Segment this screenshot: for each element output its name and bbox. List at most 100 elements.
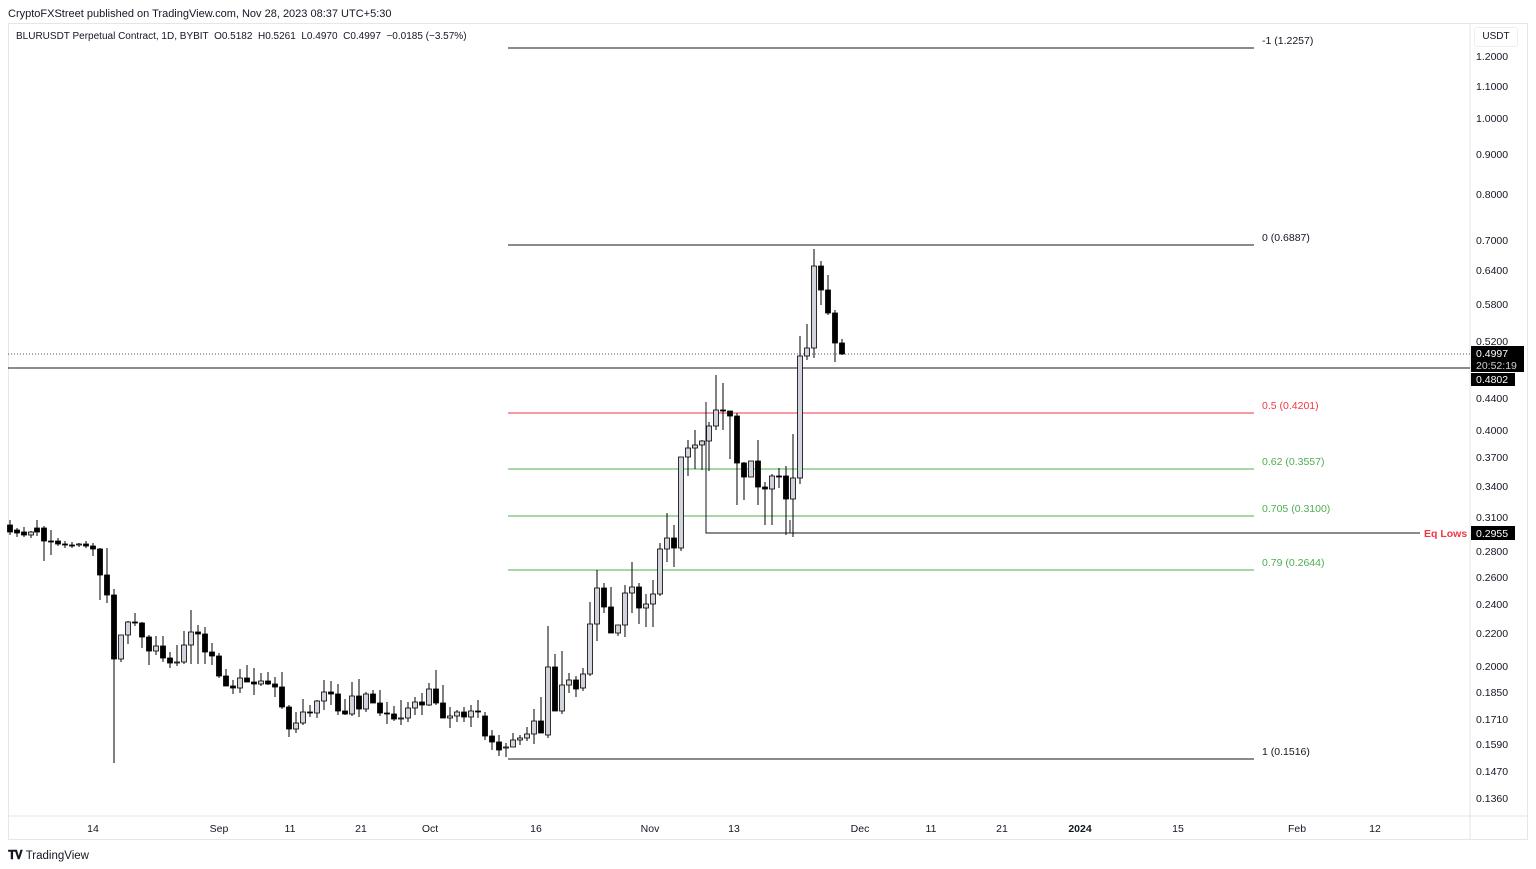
candle-up[interactable] <box>174 661 180 664</box>
candle-down[interactable] <box>195 631 201 635</box>
candle-down[interactable] <box>62 543 68 546</box>
candle-down[interactable] <box>839 342 845 355</box>
candle-up[interactable] <box>566 679 572 686</box>
candle-down[interactable] <box>223 675 229 687</box>
candle-down[interactable] <box>489 735 495 743</box>
candle-up[interactable] <box>510 739 516 748</box>
candle-down[interactable] <box>279 686 285 708</box>
candle-up[interactable] <box>412 701 418 709</box>
candle-down[interactable] <box>762 486 768 490</box>
candle-up[interactable] <box>580 673 586 689</box>
candle-down[interactable] <box>41 527 47 542</box>
candle-up[interactable] <box>706 425 712 442</box>
candle-down[interactable] <box>573 679 579 690</box>
candle-down[interactable] <box>818 265 824 291</box>
candle-down[interactable] <box>601 587 607 608</box>
candle-up[interactable] <box>118 634 124 660</box>
candle-up[interactable] <box>76 543 82 546</box>
time-axis[interactable]: 14 Sep 11 21 Oct 16 Nov 13 Dec 11 21 2024 15 Feb 12 <box>87 823 1381 835</box>
candle-up[interactable] <box>258 680 264 685</box>
fibonacci-extension[interactable]: -1 (1.2257) 0 (0.6887) 0.5 (0.4201) 0.62 (0… <box>508 35 1330 760</box>
candle-up[interactable] <box>237 677 243 689</box>
price-axis[interactable]: 1.2000 1.1000 1.0000 0.9000 0.8000 0.7000 0.64… <box>1476 51 1508 805</box>
candle-down[interactable] <box>496 741 502 751</box>
candle-down[interactable] <box>391 713 397 720</box>
candle-up[interactable] <box>811 265 817 349</box>
candle-down[interactable] <box>265 680 271 685</box>
candle-down[interactable] <box>720 409 726 412</box>
candle-up[interactable] <box>405 707 411 719</box>
candle-down[interactable] <box>244 677 250 683</box>
candle-up[interactable] <box>643 603 649 609</box>
candle-down[interactable] <box>384 712 390 715</box>
brand-name[interactable]: TradingView <box>25 849 89 862</box>
candle-down[interactable] <box>209 651 215 657</box>
candle-down[interactable] <box>636 586 642 609</box>
candle-up[interactable] <box>587 623 593 675</box>
candle-down[interactable] <box>146 636 152 652</box>
candle-down[interactable] <box>55 540 61 545</box>
candle-up[interactable] <box>559 684 565 712</box>
candle-down[interactable] <box>167 657 173 664</box>
candle-up[interactable] <box>545 666 551 736</box>
candle-down[interactable] <box>34 527 40 533</box>
candle-down[interactable] <box>286 706 292 730</box>
eq-lows-line[interactable] <box>705 402 1420 534</box>
candle-up[interactable] <box>594 587 600 625</box>
candle-up[interactable] <box>300 711 306 724</box>
candle-up[interactable] <box>622 592 628 626</box>
candle-up[interactable] <box>503 746 509 749</box>
candle-up[interactable] <box>664 537 670 550</box>
candle-down[interactable] <box>111 594 117 660</box>
candle-down[interactable] <box>538 720 544 734</box>
candle-up[interactable] <box>629 586 635 594</box>
candle-down[interactable] <box>14 529 20 534</box>
candle-up[interactable] <box>748 460 754 478</box>
candle-up[interactable] <box>797 355 803 479</box>
candle-down[interactable] <box>104 574 110 596</box>
candle-down[interactable] <box>377 702 383 714</box>
candle-down[interactable] <box>783 475 789 500</box>
candle-up[interactable] <box>517 737 523 741</box>
candle-down[interactable] <box>370 693 376 704</box>
candle-down[interactable] <box>69 544 75 547</box>
candle-down[interactable] <box>776 475 782 478</box>
candle-down[interactable] <box>461 711 467 718</box>
candle-up[interactable] <box>678 456 684 549</box>
candle-down[interactable] <box>139 622 145 638</box>
candle-up[interactable] <box>692 444 698 449</box>
candle-up[interactable] <box>363 693 369 710</box>
candle-up[interactable] <box>615 624 621 634</box>
candle-down[interactable] <box>727 410 733 417</box>
candle-down[interactable] <box>307 711 313 714</box>
candle-down[interactable] <box>335 693 341 712</box>
candle-up[interactable] <box>188 631 194 646</box>
candle-up[interactable] <box>398 717 404 720</box>
candle-up[interactable] <box>713 409 719 427</box>
candle-up[interactable] <box>699 440 705 446</box>
candle-down[interactable] <box>7 524 13 533</box>
candle-down[interactable] <box>825 289 831 314</box>
candlestick-series[interactable] <box>7 249 845 763</box>
candle-up[interactable] <box>447 715 453 719</box>
candle-down[interactable] <box>552 666 558 712</box>
candle-down[interactable] <box>734 415 740 464</box>
candle-down[interactable] <box>21 531 27 536</box>
candle-down[interactable] <box>48 540 54 543</box>
tradingview-logo-icon[interactable]: 𝐓𝐕 <box>8 848 23 862</box>
candle-down[interactable] <box>132 621 138 624</box>
candle-up[interactable] <box>153 645 159 652</box>
candle-down[interactable] <box>97 548 103 576</box>
candle-up[interactable] <box>769 475 775 490</box>
candle-down[interactable] <box>440 702 446 719</box>
candle-up[interactable] <box>531 720 537 735</box>
candle-down[interactable] <box>741 462 747 478</box>
candle-down[interactable] <box>160 645 166 659</box>
candle-down[interactable] <box>832 312 838 344</box>
candle-up[interactable] <box>28 531 34 536</box>
candle-down[interactable] <box>216 655 222 677</box>
candle-down[interactable] <box>202 633 208 653</box>
candle-up[interactable] <box>804 347 810 357</box>
symbol-name[interactable]: BLURUSDT Perpetual Contract, 1D, BYBIT <box>16 31 209 42</box>
candle-up[interactable] <box>685 447 691 458</box>
